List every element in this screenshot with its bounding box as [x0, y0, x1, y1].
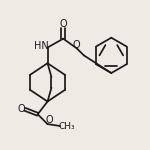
Text: HN: HN [34, 40, 49, 51]
Text: O: O [72, 40, 80, 50]
Text: O: O [46, 115, 53, 125]
Text: CH₃: CH₃ [59, 122, 75, 130]
Text: O: O [59, 19, 67, 29]
Text: O: O [17, 104, 25, 114]
